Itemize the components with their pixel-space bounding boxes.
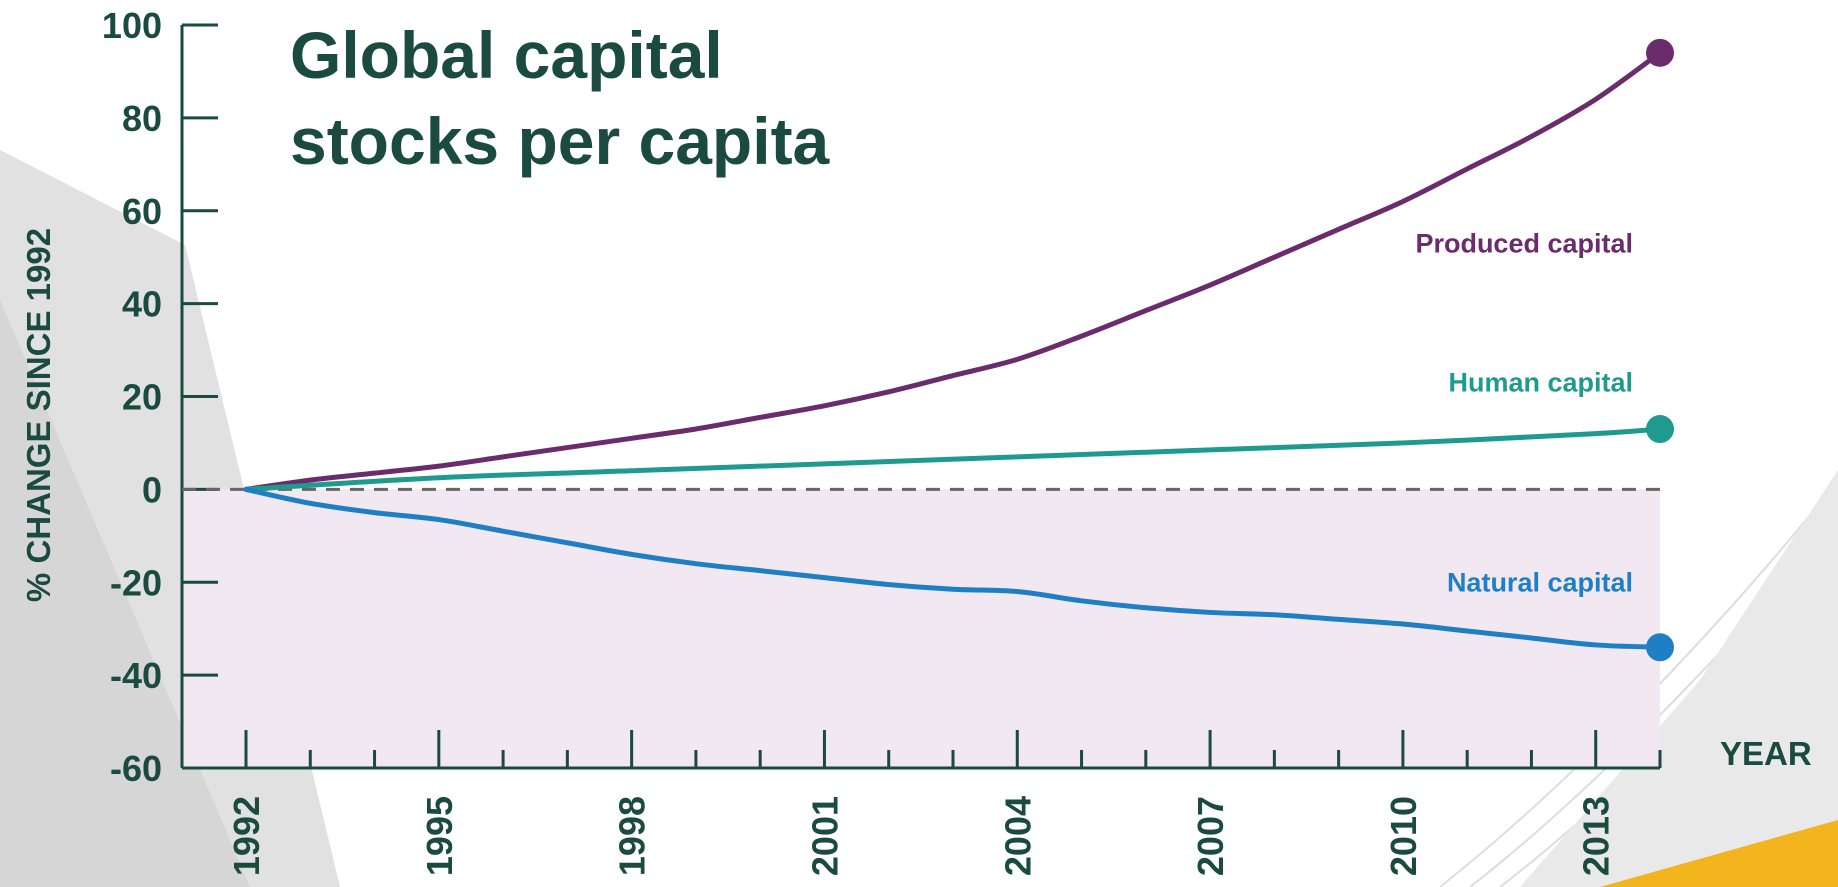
accent-yellow-corner bbox=[1600, 820, 1838, 887]
x-tick-label: 2010 bbox=[1383, 796, 1424, 876]
y-tick-label: 60 bbox=[122, 191, 162, 232]
chart-title-line-2: stocks per capita bbox=[290, 104, 831, 178]
x-ticks: 1992 1995 1998 2001 2004 2007 2010 2013 bbox=[226, 730, 1662, 876]
natural-capital-line bbox=[243, 486, 1663, 650]
natural-capital-end-point bbox=[1646, 633, 1674, 662]
y-tick-label: 100 bbox=[102, 5, 162, 46]
series-labels: Produced capital Human capital Natural cap… bbox=[1415, 228, 1633, 597]
human-capital-line bbox=[243, 426, 1663, 492]
chart-title-line-1: Global capital bbox=[290, 18, 723, 92]
series bbox=[243, 38, 1674, 662]
x-tick-label: 2013 bbox=[1576, 796, 1617, 876]
x-tick-label: 2007 bbox=[1190, 796, 1231, 876]
x-tick-label: 1998 bbox=[612, 796, 653, 876]
y-ticks: 100 80 60 40 20 0 -20 -40 -60 bbox=[102, 5, 218, 789]
y-tick-label: -40 bbox=[110, 655, 162, 696]
y-tick-label: 0 bbox=[142, 469, 162, 510]
background-gray-sweep bbox=[1520, 470, 1838, 887]
human-capital-end-point bbox=[1646, 415, 1674, 444]
produced-capital-end-point bbox=[1646, 38, 1674, 67]
human-capital-label: Human capital bbox=[1448, 368, 1633, 398]
produced-capital-line bbox=[243, 50, 1663, 492]
y-tick-label: -20 bbox=[110, 562, 162, 603]
y-tick-label: -60 bbox=[110, 748, 162, 789]
x-tick-label: 1992 bbox=[226, 796, 267, 876]
negative-region-shade bbox=[182, 489, 1660, 768]
y-axis-title: % CHANGE SINCE 1992 bbox=[20, 228, 57, 602]
y-tick-label: 80 bbox=[122, 98, 162, 139]
y-tick-label: 20 bbox=[122, 377, 162, 418]
x-tick-label: 2001 bbox=[804, 796, 845, 876]
y-tick-label: 40 bbox=[122, 284, 162, 325]
produced-capital-label: Produced capital bbox=[1415, 228, 1633, 258]
x-axis-title: YEAR bbox=[1720, 735, 1812, 772]
x-tick-label: 2004 bbox=[997, 796, 1038, 876]
natural-capital-label: Natural capital bbox=[1447, 567, 1633, 597]
x-tick-label: 1995 bbox=[419, 796, 460, 876]
